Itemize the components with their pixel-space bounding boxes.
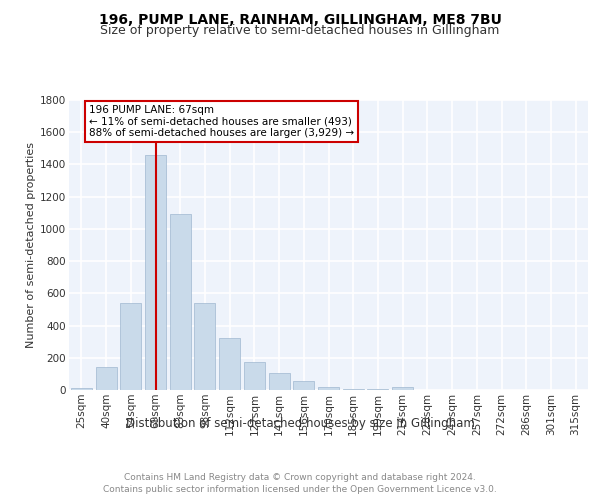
Bar xyxy=(120,303,141,390)
Bar xyxy=(194,303,215,390)
Bar xyxy=(293,381,314,390)
Text: Distribution of semi-detached houses by size in Gillingham: Distribution of semi-detached houses by … xyxy=(125,418,475,430)
Bar xyxy=(343,389,364,390)
Bar xyxy=(71,388,92,390)
Y-axis label: Number of semi-detached properties: Number of semi-detached properties xyxy=(26,142,36,348)
Bar xyxy=(392,387,413,390)
Bar xyxy=(269,373,290,390)
Text: 196 PUMP LANE: 67sqm
← 11% of semi-detached houses are smaller (493)
88% of semi: 196 PUMP LANE: 67sqm ← 11% of semi-detac… xyxy=(89,105,354,138)
Text: 196, PUMP LANE, RAINHAM, GILLINGHAM, ME8 7BU: 196, PUMP LANE, RAINHAM, GILLINGHAM, ME8… xyxy=(98,12,502,26)
Text: Contains HM Land Registry data © Crown copyright and database right 2024.: Contains HM Land Registry data © Crown c… xyxy=(124,472,476,482)
Bar xyxy=(95,368,116,390)
Bar xyxy=(367,389,388,390)
Bar xyxy=(145,155,166,390)
Text: Contains public sector information licensed under the Open Government Licence v3: Contains public sector information licen… xyxy=(103,485,497,494)
Text: Size of property relative to semi-detached houses in Gillingham: Size of property relative to semi-detach… xyxy=(100,24,500,37)
Bar xyxy=(318,387,339,390)
Bar xyxy=(244,362,265,390)
Bar xyxy=(219,338,240,390)
Bar xyxy=(170,214,191,390)
